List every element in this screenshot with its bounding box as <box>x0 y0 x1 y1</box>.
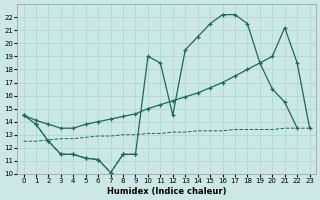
X-axis label: Humidex (Indice chaleur): Humidex (Indice chaleur) <box>107 187 226 196</box>
